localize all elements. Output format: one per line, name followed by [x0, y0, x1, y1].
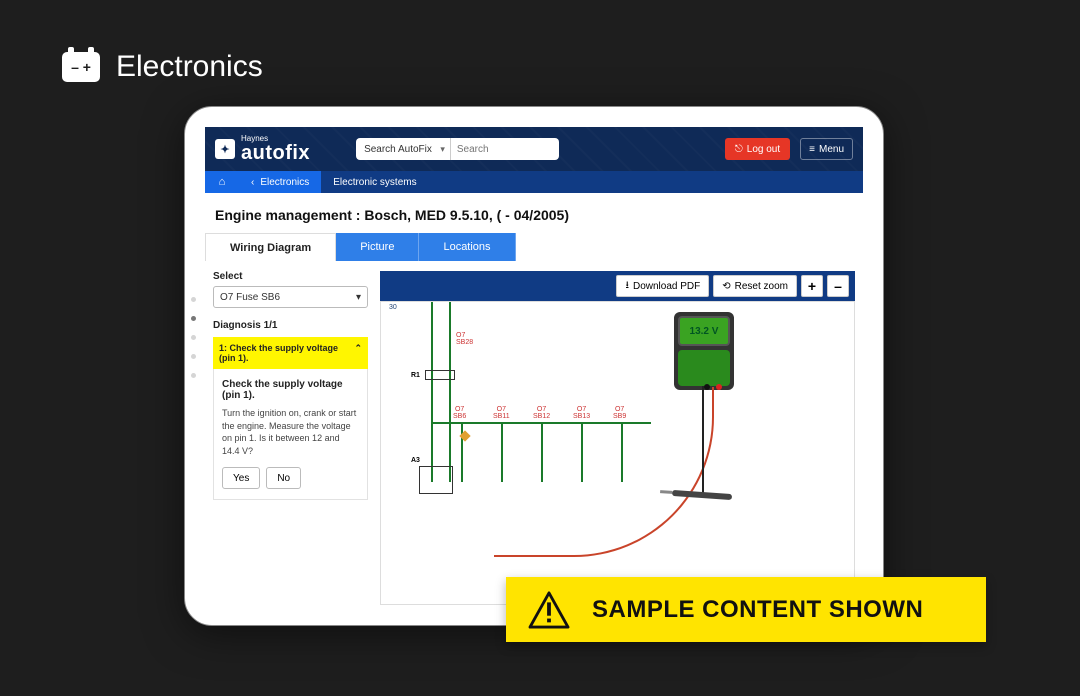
download-label: Download PDF: [633, 281, 700, 292]
no-button[interactable]: No: [266, 467, 301, 489]
component-label-a3: A3: [411, 457, 420, 464]
user-icon: ⎋: [735, 144, 743, 155]
search-input[interactable]: [451, 138, 559, 160]
wire: [431, 302, 433, 482]
breadcrumb-bar: ⌂ ‹ Electronics Electronic systems: [205, 171, 863, 193]
component-box: [425, 370, 455, 380]
page-step-dots: [191, 297, 196, 378]
category-title: Electronics: [116, 50, 263, 84]
search: Search AutoFix: [356, 138, 559, 160]
warning-icon: [528, 591, 570, 629]
diagnosis-counter: Diagnosis 1/1: [213, 320, 368, 331]
reset-zoom-button[interactable]: ⟲ Reset zoom: [713, 275, 797, 297]
content-area: Select O7 Fuse SB6 ▾ Diagnosis 1/1 1: Ch…: [205, 261, 863, 605]
diagnosis-text: Turn the ignition on, crank or start the…: [222, 407, 359, 457]
chevron-left-icon: ‹: [251, 177, 254, 188]
component-label-r1: R1: [411, 372, 420, 379]
jack-red: [716, 384, 722, 390]
fuse-label: O7SB6: [453, 406, 466, 421]
brand-icon: ✦: [215, 139, 235, 159]
wiring-diagram-viewer[interactable]: 30 O7SB28 R1 O7SB6 O7SB11 O: [380, 301, 855, 605]
hamburger-icon: ≡: [809, 144, 815, 155]
left-panel: Select O7 Fuse SB6 ▾ Diagnosis 1/1 1: Ch…: [213, 271, 368, 605]
reset-label: Reset zoom: [735, 281, 788, 292]
diagnosis-body: Check the supply voltage (pin 1). Turn t…: [213, 369, 368, 500]
sample-content-banner: SAMPLE CONTENT SHOWN: [506, 577, 986, 642]
home-icon: ⌂: [219, 176, 226, 188]
app-screen: ✦ Haynes autofix Search AutoFix ⎋ Log ou…: [205, 127, 863, 605]
menu-button[interactable]: ≡ Menu: [800, 138, 853, 160]
select-label: Select: [213, 271, 368, 282]
download-pdf-button[interactable]: ⭳ Download PDF: [616, 275, 709, 297]
tab-locations[interactable]: Locations: [419, 233, 515, 261]
probe-lead-black: [702, 386, 704, 496]
component-select[interactable]: O7 Fuse SB6 ▾: [213, 286, 368, 308]
brand[interactable]: ✦ Haynes autofix: [215, 135, 310, 163]
viewer-toolbar: ⭳ Download PDF ⟲ Reset zoom + –: [380, 271, 855, 301]
select-value: O7 Fuse SB6: [220, 292, 280, 303]
banner-text: SAMPLE CONTENT SHOWN: [592, 596, 923, 624]
home-link[interactable]: ⌂: [205, 171, 239, 193]
tab-wiring-diagram[interactable]: Wiring Diagram: [205, 233, 336, 261]
diagnosis-step-title: 1: Check the supply voltage (pin 1).: [219, 343, 354, 363]
logout-button[interactable]: ⎋ Log out: [725, 138, 790, 160]
app-header: ✦ Haynes autofix Search AutoFix ⎋ Log ou…: [205, 127, 863, 171]
multimeter-reading: 13.2 V: [678, 316, 730, 346]
menu-label: Menu: [819, 144, 844, 155]
multimeter: 13.2 V: [674, 312, 734, 390]
multimeter-body: [678, 350, 730, 386]
viewer-panel: ⭳ Download PDF ⟲ Reset zoom + – 30 O7S: [380, 271, 855, 605]
wire-label-top: 30: [389, 304, 397, 311]
zoom-out-button[interactable]: –: [827, 275, 849, 297]
wire: [449, 302, 451, 482]
brand-name: autofix: [241, 143, 310, 163]
logout-label: Log out: [747, 144, 780, 155]
breadcrumb-back-label: Electronics: [260, 177, 309, 188]
search-scope-dropdown[interactable]: Search AutoFix: [356, 138, 451, 160]
category-header: – + Electronics: [62, 50, 263, 84]
reset-icon: ⟲: [722, 281, 730, 292]
page-title: Engine management : Bosch, MED 9.5.10, (…: [205, 193, 863, 233]
yes-button[interactable]: Yes: [222, 467, 260, 489]
chevron-down-icon: ▾: [356, 292, 361, 303]
diagnosis-step-header[interactable]: 1: Check the supply voltage (pin 1). ⌃: [213, 337, 368, 369]
zoom-in-button[interactable]: +: [801, 275, 823, 297]
tab-picture[interactable]: Picture: [336, 233, 419, 261]
diagnosis-heading: Check the supply voltage (pin 1).: [222, 379, 359, 401]
tablet-frame: ✦ Haynes autofix Search AutoFix ⎋ Log ou…: [184, 106, 884, 626]
probe-lead-red: [494, 387, 714, 557]
chevron-up-icon: ⌃: [354, 343, 362, 354]
component-box: [419, 466, 453, 494]
tab-bar: Wiring Diagram Picture Locations: [205, 233, 863, 261]
breadcrumb-back[interactable]: ‹ Electronics: [239, 171, 321, 193]
download-icon: ⭳: [625, 278, 629, 295]
battery-icon: – +: [62, 52, 100, 82]
breadcrumb-current: Electronic systems: [321, 171, 428, 193]
fuse-label: O7SB28: [456, 332, 473, 346]
